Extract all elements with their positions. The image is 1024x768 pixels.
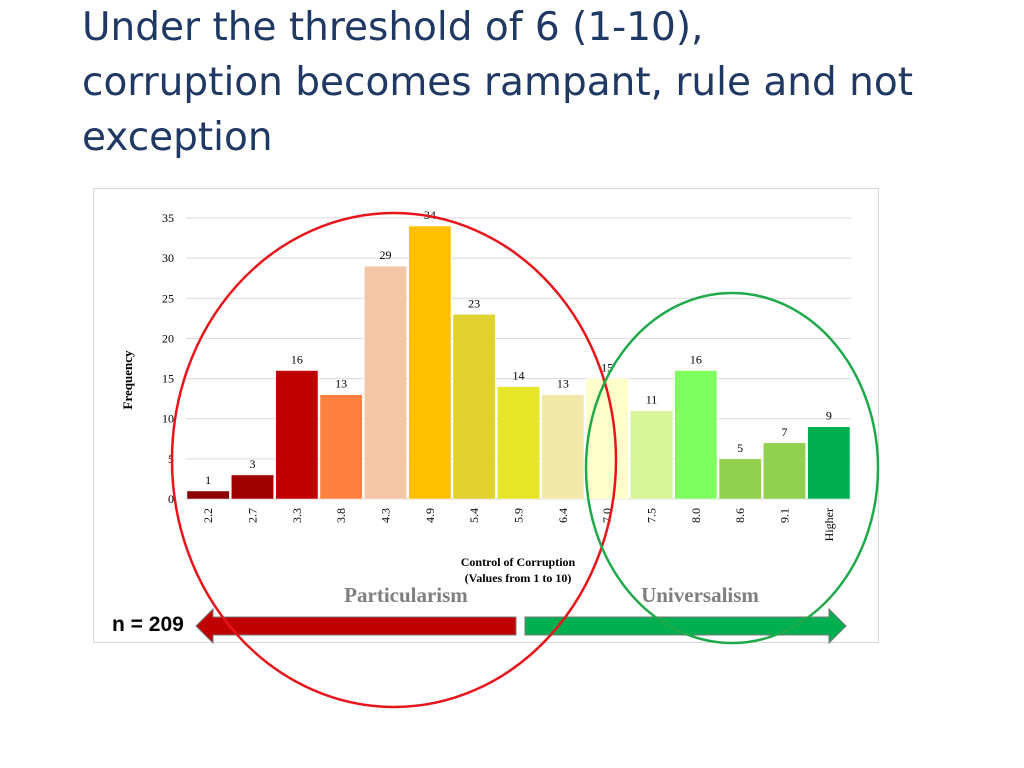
data-label: 29	[380, 248, 392, 262]
data-label: 3	[250, 457, 256, 471]
title-line-1: Under the threshold of 6 (1-10),	[82, 5, 704, 50]
x-tick-label: 4.3	[379, 508, 393, 523]
x-tick-label: 8.6	[733, 508, 747, 523]
particularism-arrow	[195, 607, 517, 645]
x-tick-label: 3.8	[334, 508, 348, 523]
y-tick-label: 0	[168, 492, 174, 506]
bar-8.0	[674, 370, 718, 500]
particularism-circle	[170, 211, 618, 709]
data-label: 16	[291, 353, 303, 367]
x-axis-label: Control of Corruption (Values from 1 to 1…	[461, 555, 576, 585]
y-tick-label: 30	[162, 251, 174, 265]
x-tick-label: 7.5	[645, 508, 659, 523]
bar-3.8	[319, 394, 363, 500]
x-tick-label: 8.0	[689, 508, 703, 523]
data-label: 13	[557, 377, 569, 391]
bar-7.0	[585, 378, 629, 500]
title-line-2: corruption becomes rampant, rule and not	[82, 60, 914, 105]
y-tick-label: 15	[162, 372, 174, 386]
x-tick-label: 6.4	[556, 508, 570, 523]
y-tick-label: 35	[162, 211, 174, 225]
x-tick-label: Higher	[822, 508, 836, 541]
data-label: 1	[205, 473, 211, 487]
data-label: 11	[646, 393, 658, 407]
sample-size-label: n = 209	[112, 613, 184, 636]
slide-title: Under the threshold of 6 (1-10), corrupt…	[82, 0, 982, 165]
x-tick-label: 3.3	[290, 508, 304, 523]
data-label: 9	[826, 409, 832, 423]
bars	[186, 225, 851, 500]
bar-Higher	[807, 426, 851, 500]
x-tick-label: 5.4	[467, 508, 481, 523]
x-tick-label: 5.9	[512, 508, 526, 523]
bar-6.4	[541, 394, 585, 500]
universalism-circle	[584, 291, 880, 645]
x-tick-label: 4.9	[423, 508, 437, 523]
data-label: 7	[782, 425, 788, 439]
universalism-label: Universalism	[641, 583, 759, 607]
y-tick-label: 20	[162, 331, 174, 345]
bar-8.6	[718, 458, 762, 500]
y-tick-label: 25	[162, 291, 174, 305]
bar-3.3	[275, 370, 319, 500]
x-tick-label: 2.2	[201, 508, 215, 523]
y-axis-label: Frequency	[120, 350, 135, 409]
data-label: 13	[335, 377, 347, 391]
data-label: 16	[690, 353, 702, 367]
bar-4.3	[364, 265, 407, 500]
bar-4.9	[408, 225, 452, 500]
x-tick-label: 2.7	[246, 508, 260, 523]
title-line-3: exception	[82, 115, 273, 160]
universalism-arrow	[524, 607, 847, 645]
particularism-label: Particularism	[344, 583, 468, 607]
data-label: 5	[737, 441, 743, 455]
bar-2.2	[186, 490, 230, 500]
bar-2.7	[231, 474, 274, 500]
chart-frame	[93, 188, 879, 643]
x-tick-label: 9.1	[778, 508, 792, 523]
bar-5.9	[497, 386, 540, 500]
x-tick-labels: 2.2 2.7 3.3 3.8 4.3 4.9 5.4 5.9 6.4 7.0 7.5 8.0 8.6 9…	[201, 508, 836, 541]
bar-9.1	[763, 442, 806, 500]
y-tick-label: 10	[162, 412, 174, 426]
data-label: 14	[513, 369, 525, 383]
data-label: 23	[468, 296, 480, 310]
bar-7.5	[630, 410, 673, 500]
bar-5.4	[452, 314, 496, 500]
